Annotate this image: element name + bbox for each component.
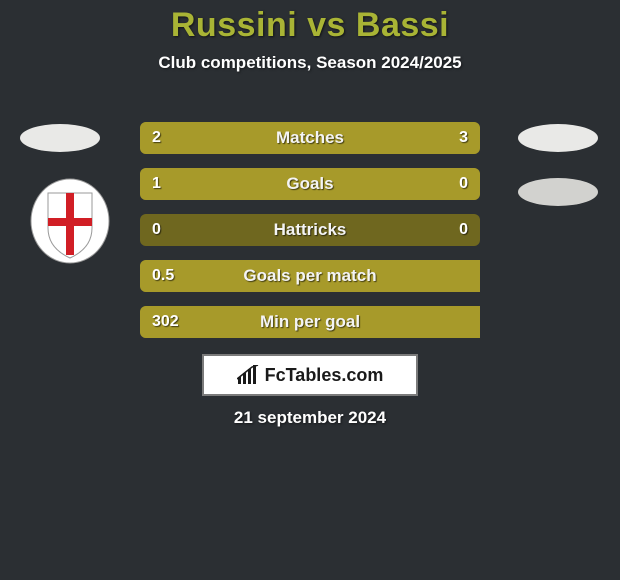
brand-box: FcTables.com [202,354,418,396]
stat-label: Min per goal [140,312,480,332]
subtitle: Club competitions, Season 2024/2025 [0,53,620,73]
stat-row: 0.5Goals per match [140,260,480,292]
team-badge-right-2 [518,178,598,206]
shield-icon [30,178,110,264]
date-text: 21 september 2024 [0,408,620,428]
stat-row: 302Min per goal [140,306,480,338]
page-title: Russini vs Bassi [0,0,620,45]
stat-rows: 2Matches31Goals00Hattricks00.5Goals per … [140,122,480,352]
brand-text: FcTables.com [265,365,384,386]
stat-label: Goals per match [140,266,480,286]
team-badge-right-1 [518,124,598,152]
stat-right-value: 0 [459,175,468,193]
stat-row: 0Hattricks0 [140,214,480,246]
stat-label: Goals [140,174,480,194]
club-logo-left [30,178,110,264]
stat-row: 1Goals0 [140,168,480,200]
stat-row: 2Matches3 [140,122,480,154]
stat-label: Hattricks [140,220,480,240]
stat-right-value: 3 [459,129,468,147]
infographic-root: Russini vs Bassi Club competitions, Seas… [0,0,620,580]
team-badge-left-1 [20,124,100,152]
stat-label: Matches [140,128,480,148]
bar-chart-icon [237,365,259,385]
stat-right-value: 0 [459,221,468,239]
